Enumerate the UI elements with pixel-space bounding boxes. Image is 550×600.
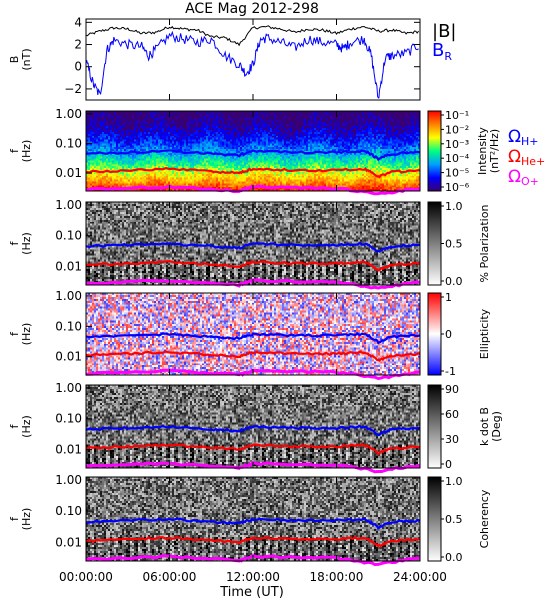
x-tick-label: 12:00:00 — [226, 570, 280, 584]
colorbar-unit: (Deg) — [490, 411, 503, 442]
legend-gyro-Hplus: ΩH+ — [508, 127, 539, 148]
colorbar-tick-label: 1 — [445, 291, 452, 304]
y-axis-unit: (nT) — [20, 48, 33, 70]
gyrofrequency-Hplus — [85, 149, 421, 162]
gyrofrequency-Hplus — [85, 424, 421, 437]
x-tick-label: 00:00:00 — [59, 570, 113, 584]
y-axis-label: f — [8, 331, 21, 336]
legend-gyro-Heplus: ΩHe+ — [508, 147, 545, 168]
colorbar-tick-label: 0.0 — [445, 551, 463, 564]
y-axis-unit: (Hz) — [20, 140, 33, 163]
colorbar-label: k dot B — [478, 407, 491, 446]
gyrofrequency-Hplus — [85, 332, 421, 345]
panel-kdotb: 1.00 0.10 0.01 f (Hz) 90 60 30 0 k dot B (Deg) — [8, 381, 503, 474]
y-tick-label: 0.10 — [55, 412, 82, 426]
y-tick-label: 1.00 — [55, 107, 82, 121]
y-tick-label: 0.01 — [55, 259, 82, 273]
panel-ellipticity: 1.00 0.10 0.01 f (Hz) 1 0 -1 Ellipticity — [8, 289, 491, 381]
x-tick-label: 18:00:00 — [310, 570, 364, 584]
panel-frame — [85, 18, 421, 101]
y-tick-label: 0.10 — [55, 229, 82, 243]
panel-coherency: 1.00 0.10 0.01 f (Hz) 1.0 0.5 0.0 Coherency — [8, 473, 491, 567]
colorbar-tick-label: 10⁻² — [445, 123, 469, 136]
colorbar — [427, 292, 442, 376]
chart-title: ACE Mag 2012-298 — [185, 1, 319, 17]
y-tick-label: 1.00 — [55, 289, 82, 303]
colorbar-tick-label: -1 — [445, 365, 456, 378]
y-tick-label: 4 — [74, 15, 82, 29]
y-tick-label: 1.00 — [55, 473, 82, 487]
y-tick-label: 2 — [74, 38, 82, 52]
panel-b-field: −2 0 2 4 B (nT) |B|BR — [8, 15, 456, 101]
y-tick-label: 1.00 — [55, 381, 82, 395]
colorbar — [427, 201, 442, 286]
x-axis: 00:00:00 06:00:00 12:00:00 18:00:00 24:00:00 — [59, 570, 447, 584]
colorbar-label: % Polarization — [478, 205, 491, 283]
y-axis-label: f — [8, 516, 21, 521]
y-tick-label: 0.10 — [55, 504, 82, 518]
y-tick-label: 0.10 — [55, 137, 82, 151]
y-tick-label: 1.00 — [55, 198, 82, 212]
gyrofrequency-Heplus — [85, 535, 421, 548]
y-axis-unit: (Hz) — [20, 323, 33, 346]
legend-babs: |B| — [432, 21, 456, 42]
y-axis-unit: (Hz) — [20, 415, 33, 438]
colorbar-tick-label: 0.0 — [445, 275, 463, 288]
y-tick-label: 0.01 — [55, 535, 82, 549]
colorbar-label: Coherency — [478, 489, 491, 548]
y-tick-label: 0.10 — [55, 319, 82, 333]
colorbar-tick-label: 90 — [445, 383, 459, 396]
gyrofrequency-Heplus — [85, 442, 421, 456]
colorbar-tick-label: 10⁻⁴ — [445, 152, 470, 165]
colorbar-label: Ellipticity — [478, 308, 491, 359]
y-tick-label: −2 — [64, 82, 82, 96]
colorbar-tick-label: 1.0 — [445, 200, 463, 213]
colorbar-tick-label: 10⁻¹ — [445, 109, 469, 122]
x-tick-label: 06:00:00 — [143, 570, 197, 584]
colorbar — [427, 476, 442, 562]
gyrofrequency-Hplus — [85, 241, 420, 253]
colorbar-tick-label: 0.5 — [445, 238, 463, 251]
gyrofrequency-Heplus — [85, 259, 421, 272]
x-axis-label: Time (UT) — [219, 585, 284, 600]
colorbar — [427, 384, 442, 469]
colorbar-unit: (nT²/Hz) — [488, 129, 501, 173]
colorbar-label: Intensity — [476, 127, 489, 175]
y-axis-label: f — [8, 148, 21, 153]
y-tick-label: 0.01 — [55, 166, 82, 180]
legend-br: BR — [432, 40, 452, 63]
panel-polarization: 1.00 0.10 0.01 f (Hz) 1.0 0.5 0.0 % Polarization — [8, 198, 491, 290]
y-axis-unit: (Hz) — [20, 508, 33, 531]
colorbar-tick-label: 10⁻⁶ — [445, 181, 470, 194]
colorbar-tick-label: 30 — [445, 433, 459, 446]
colorbar-tick-label: 1.0 — [445, 475, 463, 488]
legend-gyro-Oplus: ΩO+ — [508, 167, 539, 188]
gyrofrequency-Heplus — [85, 166, 421, 179]
colorbar-tick-label: 10⁻⁵ — [445, 167, 469, 180]
y-axis-label: B — [8, 56, 21, 64]
x-tick-label: 24:00:00 — [393, 570, 447, 584]
y-axis-unit: (Hz) — [20, 232, 33, 255]
series-line-0 — [85, 25, 420, 47]
gyrofrequency-Hplus — [85, 517, 421, 530]
panel-intensity: 1.00 0.10 0.01 f (Hz) 10⁻¹10⁻² 10⁻³10⁻⁴ 10⁻⁵10⁻… — [8, 107, 545, 196]
y-tick-label: 0 — [74, 60, 82, 74]
gyrofrequency-Heplus — [85, 350, 421, 363]
y-axis-label: f — [8, 240, 21, 245]
y-tick-label: 0.01 — [55, 442, 82, 456]
series-line-1 — [85, 30, 419, 99]
y-axis-label: f — [8, 423, 21, 428]
colorbar — [427, 110, 442, 192]
colorbar-tick-label: 0 — [445, 328, 452, 341]
colorbar-tick-label: 60 — [445, 408, 459, 421]
colorbar-tick-label: 10⁻³ — [445, 138, 469, 151]
colorbar-tick-label: 0 — [445, 458, 452, 471]
colorbar-tick-label: 0.5 — [445, 513, 463, 526]
y-tick-label: 0.01 — [55, 350, 82, 364]
